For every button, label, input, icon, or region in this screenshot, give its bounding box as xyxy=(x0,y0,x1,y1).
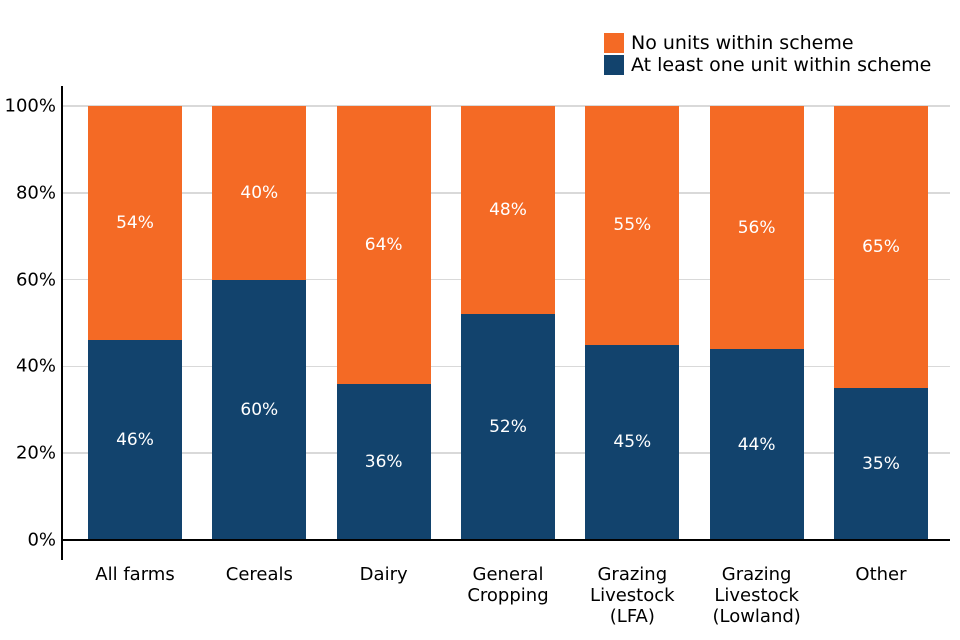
y-tick-label-40: 40% xyxy=(15,355,56,377)
bar-value-label: 44% xyxy=(737,434,776,455)
bar-segment-no-units: 55% xyxy=(585,106,680,345)
y-axis-line xyxy=(61,86,63,560)
x-category-label: Cereals xyxy=(225,564,293,585)
bar-grazing-livestock-lfa: 55% 45% xyxy=(585,106,680,540)
bar-general-cropping: 48% 52% xyxy=(460,106,555,540)
bar-segment-at-least-one: 45% xyxy=(585,344,680,540)
bar-value-label: 60% xyxy=(240,399,279,420)
bar-segment-no-units: 64% xyxy=(336,106,431,384)
legend-item-at-least-one: At least one unit within scheme xyxy=(604,54,931,76)
y-tick-label-60: 60% xyxy=(15,269,56,291)
bar-segment-no-units: 48% xyxy=(460,106,555,315)
bar-value-label: 55% xyxy=(613,215,652,236)
chart-legend: No units within scheme At least one unit… xyxy=(604,32,931,76)
x-category-label: Dairy xyxy=(359,564,408,585)
bar-value-label: 48% xyxy=(489,200,527,221)
bar-value-label: 40% xyxy=(240,182,279,203)
bar-value-label: 65% xyxy=(862,237,900,258)
bar-segment-no-units: 54% xyxy=(88,106,182,341)
y-tick-label-20: 20% xyxy=(15,442,56,464)
bar-dairy: 64% 36% xyxy=(336,106,431,540)
legend-swatch-orange-icon xyxy=(604,33,624,53)
bar-value-label: 52% xyxy=(489,417,527,438)
y-tick-label-100: 100% xyxy=(4,95,56,117)
bar-segment-no-units: 65% xyxy=(833,106,928,389)
legend-swatch-blue-icon xyxy=(604,55,624,75)
bar-segment-at-least-one: 60% xyxy=(212,279,307,540)
legend-item-no-units: No units within scheme xyxy=(604,32,931,54)
bar-segment-at-least-one: 46% xyxy=(88,340,182,540)
bar-segment-at-least-one: 52% xyxy=(460,314,555,540)
bar-value-label: 56% xyxy=(737,217,776,238)
bar-segment-at-least-one: 36% xyxy=(336,383,431,540)
x-category-label: Grazing Livestock (LFA) xyxy=(590,564,675,627)
x-axis-line xyxy=(61,539,950,541)
bar-value-label: 64% xyxy=(364,234,403,255)
x-category-label: All farms xyxy=(95,564,175,585)
legend-label-no-units: No units within scheme xyxy=(631,32,854,54)
bar-value-label: 46% xyxy=(116,430,154,451)
legend-label-at-least-one: At least one unit within scheme xyxy=(631,54,932,76)
x-category-label: Other xyxy=(855,564,907,585)
bar-segment-at-least-one: 44% xyxy=(709,349,804,540)
bar-value-label: 45% xyxy=(613,432,652,453)
bar-all-farms: 54% 46% xyxy=(88,106,182,540)
bar-grazing-livestock-lowland: 56% 44% xyxy=(709,106,804,540)
x-category-label: General Cropping xyxy=(467,564,549,606)
bar-value-label: 35% xyxy=(862,454,900,475)
bar-other: 65% 35% xyxy=(833,106,928,540)
x-category-label: Grazing Livestock (Lowland) xyxy=(712,564,801,627)
bar-value-label: 54% xyxy=(116,213,154,234)
bar-segment-no-units: 56% xyxy=(709,106,804,350)
bar-value-label: 36% xyxy=(364,451,403,472)
bar-segment-at-least-one: 35% xyxy=(833,388,928,540)
y-tick-label-0: 0% xyxy=(27,529,56,551)
bar-cereals: 40% 60% xyxy=(212,106,307,540)
y-tick-label-80: 80% xyxy=(15,182,56,204)
bar-segment-no-units: 40% xyxy=(212,106,307,280)
